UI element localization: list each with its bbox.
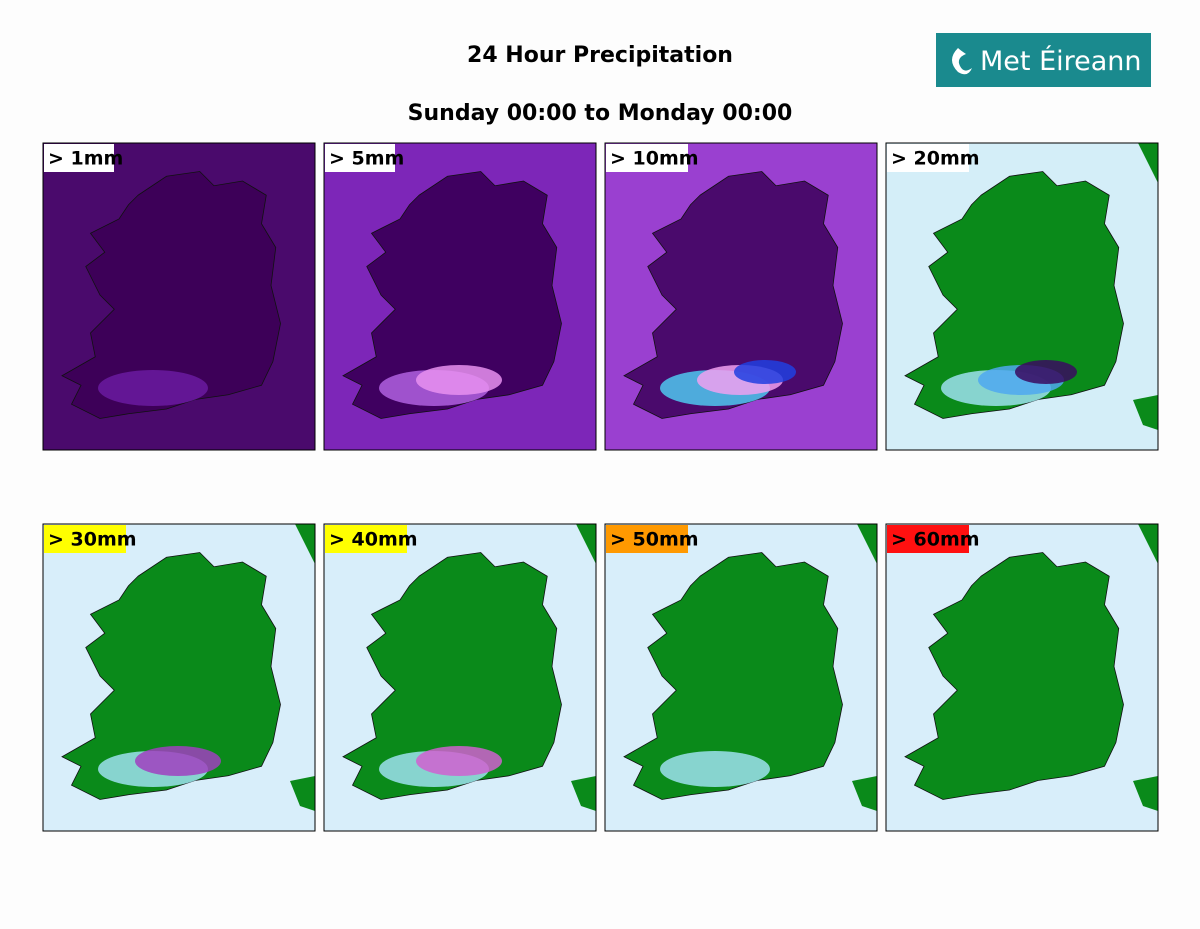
ireland [342, 552, 562, 800]
britain [1138, 524, 1158, 564]
map-panel: > 60mm [885, 523, 1159, 832]
panel-label: > 50mm [610, 529, 699, 551]
panel-label: > 60mm [891, 529, 980, 551]
precip-area [135, 746, 221, 776]
panel-label: > 40mm [329, 529, 418, 551]
map-panel: > 40mm [323, 523, 597, 832]
wales [1133, 776, 1158, 811]
map-panel: > 10mm [604, 142, 878, 451]
frame [885, 523, 1159, 832]
ireland [61, 552, 281, 800]
precip-area [660, 751, 770, 787]
map-panel: > 5mm [323, 142, 597, 451]
britain [1138, 143, 1158, 183]
ireland [623, 171, 843, 419]
label-box [606, 525, 688, 553]
panel-label: > 1mm [48, 148, 123, 170]
label-box [44, 144, 114, 172]
ireland [904, 171, 1124, 419]
precip-area [1015, 360, 1077, 384]
title: 24 Hour Precipitation [467, 43, 733, 68]
panel-label: > 20mm [891, 148, 980, 170]
subtitle: Sunday 00:00 to Monday 00:00 [408, 101, 793, 126]
ireland [61, 171, 281, 419]
frame [323, 523, 597, 832]
ireland [904, 552, 1124, 800]
logo-mark [952, 48, 972, 75]
frame [323, 142, 597, 451]
frame [42, 142, 316, 451]
panel-label: > 30mm [48, 529, 137, 551]
label-box [325, 144, 395, 172]
frame [885, 142, 1159, 451]
britain [576, 524, 596, 564]
wales [290, 776, 315, 811]
label-box [325, 525, 407, 553]
map-panel: > 1mm [42, 142, 316, 451]
panel-label: > 5mm [329, 148, 404, 170]
ireland [342, 171, 562, 419]
map-panel: > 20mm [885, 142, 1159, 451]
precip-area [98, 370, 208, 406]
precip-area [416, 365, 502, 395]
frame [42, 523, 316, 832]
map-panel: > 50mm [604, 523, 878, 832]
britain [857, 524, 877, 564]
logo: Met Éireann [936, 33, 1151, 87]
wales [852, 776, 877, 811]
ireland [623, 552, 843, 800]
frame [604, 142, 878, 451]
panel-label: > 10mm [610, 148, 699, 170]
label-box [44, 525, 126, 553]
panels: > 1mm > 5mm > 10mm > 20mm > 30mm > 40mm > 50mm… [42, 142, 1159, 832]
britain [295, 524, 315, 564]
logo-text: Met Éireann [980, 45, 1142, 77]
wales [1133, 395, 1158, 430]
wales [571, 776, 596, 811]
frame [604, 523, 878, 832]
precip-area [734, 360, 796, 384]
logo-box [936, 33, 1151, 87]
label-box [887, 525, 969, 553]
map-panel: > 30mm [42, 523, 316, 832]
label-box [606, 144, 688, 172]
label-box [887, 144, 969, 172]
precip-area [416, 746, 502, 776]
